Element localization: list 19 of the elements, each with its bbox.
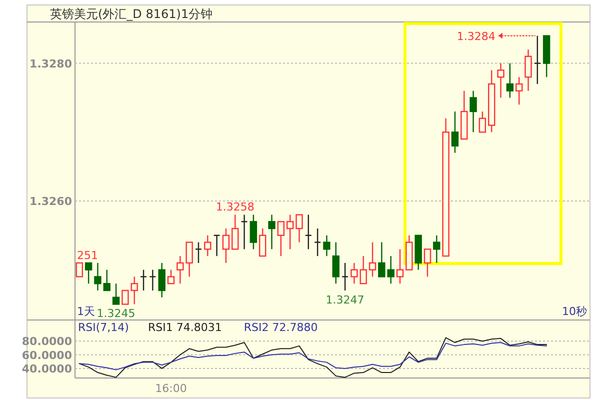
text: 10秒 — [562, 305, 587, 318]
y-tick-label: 60.0000 — [22, 348, 72, 362]
y-tick-label: 1.3260 — [30, 194, 72, 208]
x-tick-label: 16:00 — [155, 382, 187, 395]
y-tick-label: 80.0000 — [22, 335, 72, 348]
line-series — [78, 337, 548, 378]
annotation: 251 — [77, 248, 98, 262]
annotation: 1.3247 — [326, 293, 364, 306]
annotation: 1.3284 — [456, 30, 496, 43]
annotation: 1.3245 — [96, 307, 136, 320]
y-tick-label: 40.0000 — [22, 362, 72, 376]
annotation: 1天 — [77, 305, 95, 318]
chart-title: 英镑美元(外汇_D 8161)1分钟 — [50, 7, 213, 21]
chart-title: RSI(7,14) — [78, 321, 129, 334]
y-tick-label: 1.3280 — [30, 57, 72, 70]
series-label: RSI2 72.7880 — [244, 321, 318, 334]
line-series — [78, 342, 548, 370]
series-label: RSI1 74.8031 — [148, 321, 222, 334]
annotation: 1.3258 — [216, 200, 254, 214]
